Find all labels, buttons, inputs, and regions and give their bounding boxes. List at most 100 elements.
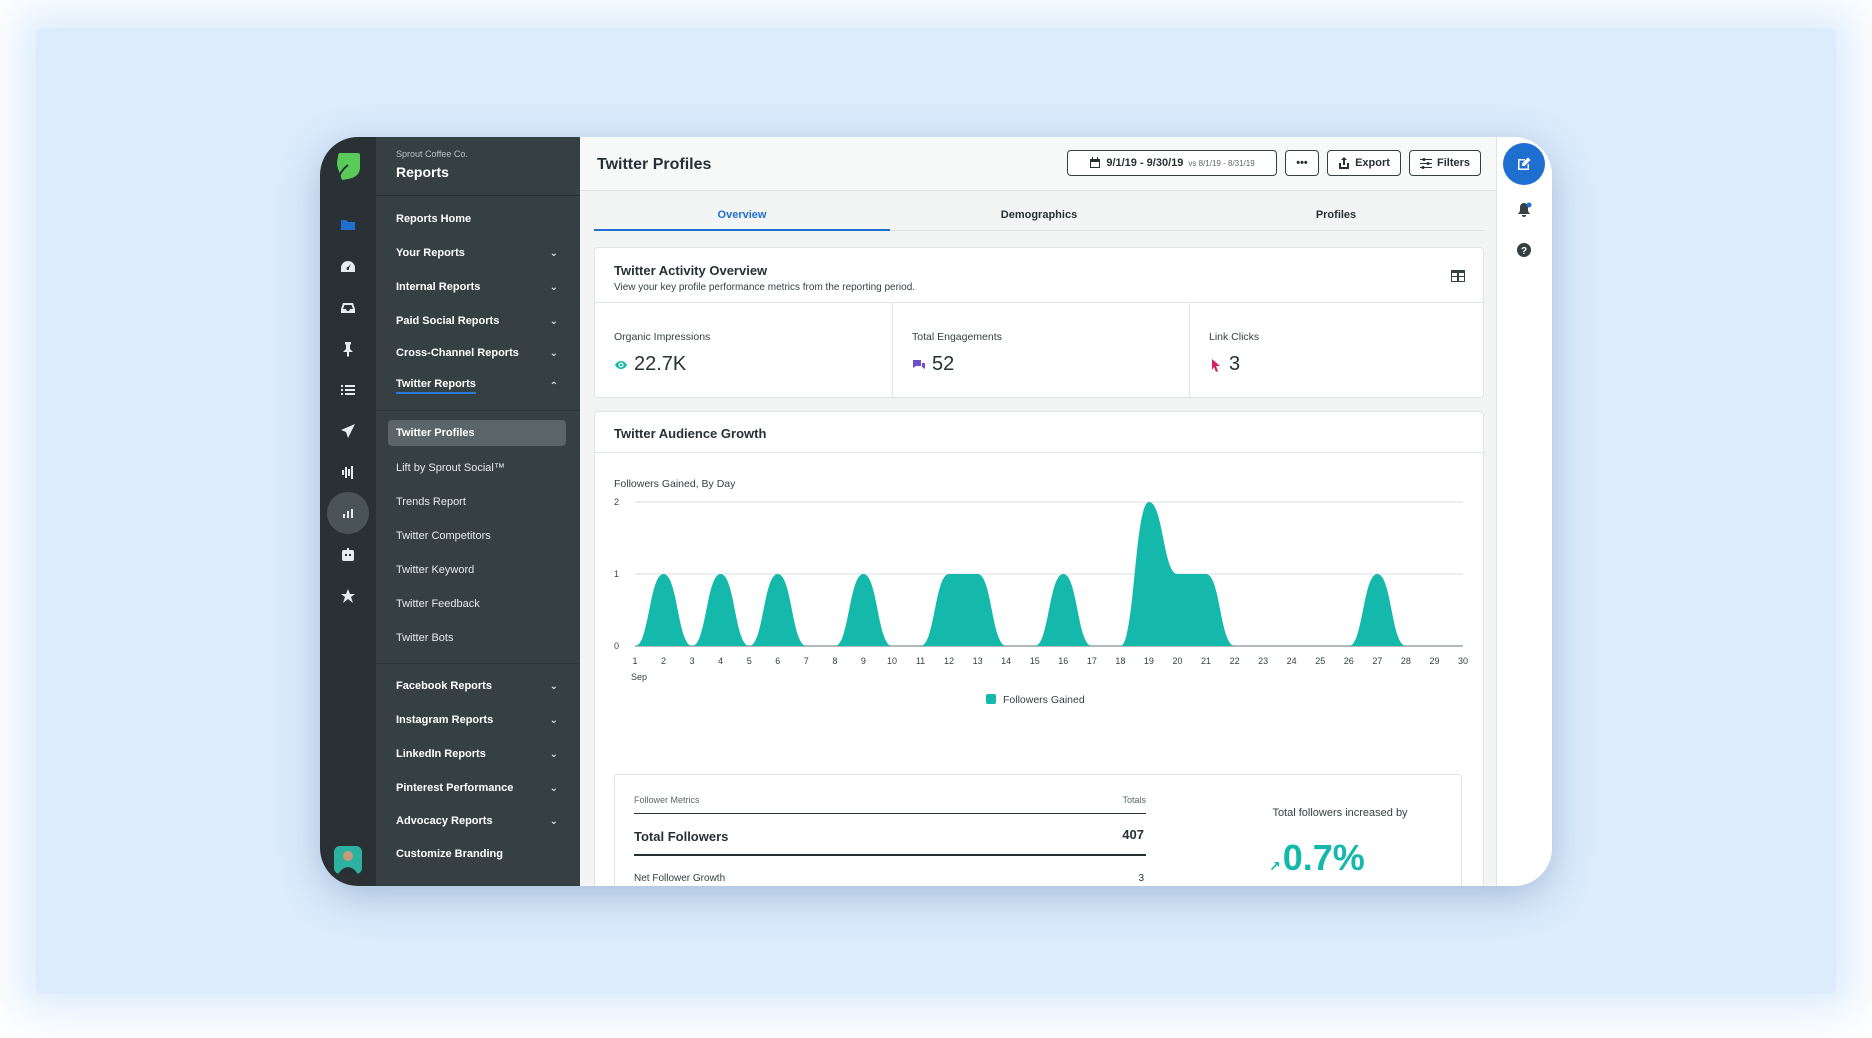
x-tick-label: 9 [861,656,866,666]
avatar[interactable] [334,846,362,874]
report-tabs: Overview Demographics Profiles [594,203,1484,231]
sidebar-subitem-twitter-feedback[interactable]: Twitter Feedback [388,591,566,617]
sidebar-item-label: Advocacy Reports [396,815,493,827]
cursor-click-icon [1212,358,1220,372]
y-tick-label: 1 [614,569,619,579]
export-icon [1339,157,1350,169]
metric-label: Total Engagements [912,331,1002,343]
x-tick-label: 7 [804,656,809,666]
help-icon[interactable]: ? [1515,241,1533,259]
sidebar-item-paid-social-reports[interactable]: Paid Social Reports ⌄ [388,308,566,334]
sidebar-title: Reports [396,164,449,180]
tab-overview[interactable]: Overview [594,203,890,231]
sidebar-item-label: Twitter Reports [396,378,476,394]
sidebar-item-facebook-reports[interactable]: Facebook Reports ⌄ [388,673,566,699]
date-range-button[interactable]: 9/1/19 - 9/30/19 vs 8/1/19 - 8/31/19 [1067,150,1277,176]
audience-growth-card: Twitter Audience Growth Followers Gained… [594,411,1484,886]
chevron-down-icon: ⌄ [549,714,558,726]
filters-sliders-icon [1419,158,1432,169]
table-row-value: 407 [1122,827,1144,842]
sidebar-item-reports-home[interactable]: Reports Home [388,206,566,232]
x-tick-label: 26 [1344,656,1354,666]
inbox-icon[interactable] [327,288,369,328]
x-tick-label: 17 [1087,656,1097,666]
sidebar-item-label: Twitter Bots [396,632,454,644]
sidebar-item-label: Customize Branding [396,848,503,860]
x-tick-label: 25 [1315,656,1325,666]
sidebar-item-label: Paid Social Reports [396,315,500,327]
pin-icon[interactable] [327,329,369,369]
x-tick-label: 30 [1458,656,1468,666]
notifications-bell-icon[interactable] [1515,201,1533,219]
dashboard-gauge-icon[interactable] [327,247,369,287]
follower-metrics-table: Follower Metrics Totals Total Followers … [614,774,1462,886]
listening-bars-icon[interactable] [327,452,369,492]
list-icon[interactable] [327,370,369,410]
sidebar-subitem-trends-report[interactable]: Trends Report [388,489,566,515]
x-sub-label: Sep [631,672,647,682]
x-tick-label: 6 [775,656,780,666]
icon-rail [320,137,376,886]
trend-up-icon: ↗ [1269,858,1281,874]
sidebar-item-label: Cross-Channel Reports [396,347,519,359]
table-row-label: Net Follower Growth [634,873,726,884]
metric-value-row: 22.7K [614,353,686,376]
sidebar-item-internal-reports[interactable]: Internal Reports ⌄ [388,274,566,300]
sidebar-subitem-twitter-profiles[interactable]: Twitter Profiles [388,420,566,446]
sidebar-subitem-twitter-competitors[interactable]: Twitter Competitors [388,523,566,549]
filters-button[interactable]: Filters [1409,150,1481,176]
table-view-icon[interactable] [1451,270,1465,282]
sidebar-item-customize-branding[interactable]: Customize Branding [388,841,566,867]
x-tick-label: 21 [1201,656,1211,666]
table-header-metrics: Follower Metrics [634,795,700,805]
chevron-down-icon: ⌄ [549,782,558,794]
sidebar-item-label: Instagram Reports [396,714,494,726]
chevron-down-icon: ⌄ [549,347,558,359]
x-tick-label: 5 [747,656,752,666]
increase-value-row: ↗ 0.7% [1269,837,1365,879]
page-header: Twitter Profiles 9/1/19 - 9/30/19 vs 8/1… [580,137,1496,191]
sidebar-item-instagram-reports[interactable]: Instagram Reports ⌄ [388,707,566,733]
sidebar-subitem-twitter-bots[interactable]: Twitter Bots [388,625,566,651]
sidebar-item-pinterest-performance[interactable]: Pinterest Performance ⌄ [388,775,566,801]
sidebar-subitem-lift[interactable]: Lift by Sprout Social™ [388,455,566,481]
x-tick-label: 19 [1144,656,1154,666]
metric-value: 3 [1229,353,1241,375]
bot-icon[interactable] [327,535,369,575]
calendar-icon [1090,157,1101,168]
sidebar-subitem-twitter-keyword[interactable]: Twitter Keyword [388,557,566,583]
chevron-down-icon: ⌄ [549,815,558,827]
sprout-logo-icon[interactable] [334,151,362,181]
sidebar-item-cross-channel-reports[interactable]: Cross-Channel Reports ⌄ [388,340,566,366]
sidebar-item-advocacy-reports[interactable]: Advocacy Reports ⌄ [388,808,566,834]
compose-icon [1518,157,1531,170]
sidebar-item-your-reports[interactable]: Your Reports ⌄ [388,240,566,266]
compose-button[interactable] [1503,143,1545,185]
sidebar-header: Sprout Coffee Co. Reports [396,149,468,180]
x-tick-label: 18 [1115,656,1125,666]
folder-icon[interactable] [327,205,369,245]
right-rail: ? [1496,137,1552,886]
legend-swatch [986,694,996,704]
send-icon[interactable] [327,411,369,451]
metric-value: 22.7K [634,353,687,375]
reports-chart-icon[interactable] [327,492,369,534]
export-button[interactable]: Export [1327,150,1401,176]
x-tick-label: 12 [944,656,954,666]
x-tick-label: 22 [1230,656,1240,666]
sidebar-item-linkedin-reports[interactable]: LinkedIn Reports ⌄ [388,741,566,767]
y-tick-label: 2 [614,497,619,507]
metric-value-row: 52 [912,353,954,376]
x-tick-label: 8 [832,656,837,666]
sidebar-separator [376,410,580,411]
tab-demographics[interactable]: Demographics [1000,209,1078,221]
sidebar-item-label: Your Reports [396,247,465,259]
card-title: Twitter Audience Growth [614,426,767,441]
star-icon[interactable] [327,576,369,616]
svg-text:?: ? [1521,246,1527,257]
tab-profiles[interactable]: Profiles [1315,209,1357,221]
chevron-up-icon: ⌃ [549,380,558,392]
sidebar-item-twitter-reports[interactable]: Twitter Reports ⌃ [388,373,566,399]
more-options-button[interactable]: ••• [1285,150,1319,176]
